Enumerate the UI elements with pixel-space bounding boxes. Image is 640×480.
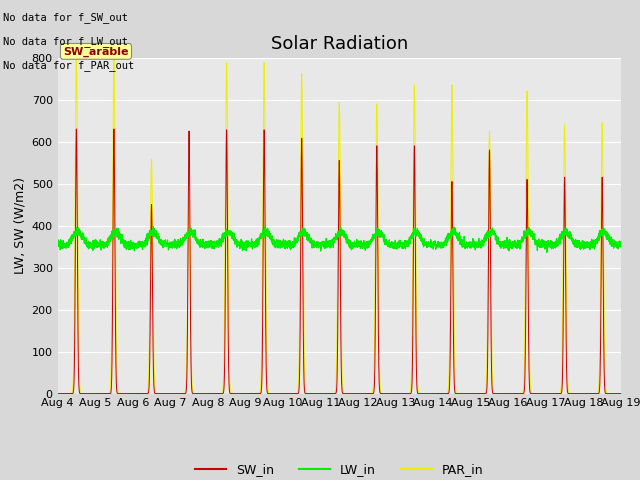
SW_in (319, 391, 326, 396)
PAR_in (466, 391, 474, 396)
Line: SW_in: SW_in (58, 129, 621, 394)
SW_in (129, 391, 136, 396)
LW_in (319, 240, 326, 246)
Text: No data for f_SW_out: No data for f_SW_out (3, 12, 128, 23)
PAR_in (616, 391, 624, 396)
Text: SW_arable: SW_arable (63, 46, 129, 57)
Legend: SW_in, LW_in, PAR_in: SW_in, LW_in, PAR_in (189, 458, 489, 480)
SW_in (435, 391, 442, 396)
PAR_in (166, 391, 174, 396)
SW_in (72, 126, 80, 132)
Text: No data for f_LW_out: No data for f_LW_out (3, 36, 128, 47)
PAR_in (54, 391, 61, 396)
PAR_in (155, 391, 163, 396)
LW_in (435, 239, 442, 245)
SW_in (498, 391, 506, 396)
LW_in (466, 241, 474, 247)
PAR_in (72, 55, 80, 60)
LW_in (543, 250, 550, 255)
LW_in (616, 242, 624, 248)
LW_in (617, 242, 625, 248)
SW_in (156, 391, 163, 396)
Line: PAR_in: PAR_in (58, 58, 621, 394)
LW_in (498, 241, 506, 247)
PAR_in (435, 391, 442, 396)
Line: LW_in: LW_in (58, 227, 621, 252)
SW_in (54, 391, 61, 396)
LW_in (54, 238, 61, 244)
SW_in (616, 391, 624, 396)
PAR_in (498, 391, 506, 396)
PAR_in (319, 391, 326, 396)
SW_in (466, 391, 474, 396)
PAR_in (617, 391, 625, 396)
Y-axis label: LW, SW (W/m2): LW, SW (W/m2) (13, 177, 26, 274)
SW_in (617, 391, 625, 396)
Text: No data for f_PAR_out: No data for f_PAR_out (3, 60, 134, 71)
LW_in (150, 224, 157, 229)
LW_in (155, 237, 163, 242)
Title: Solar Radiation: Solar Radiation (271, 35, 408, 53)
